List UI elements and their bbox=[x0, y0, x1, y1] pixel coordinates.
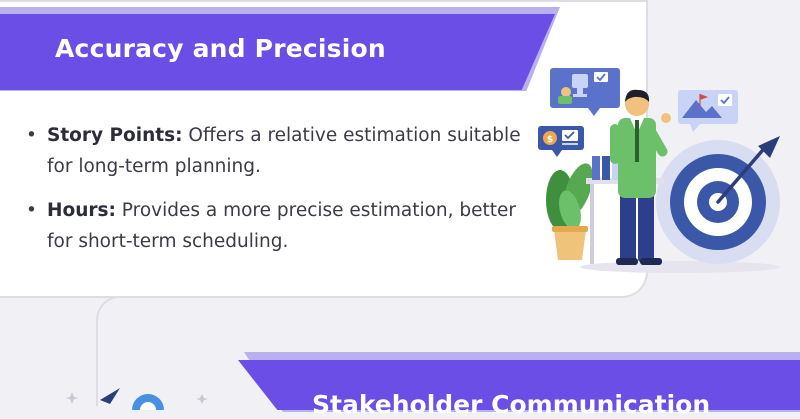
point-term: Story Points: bbox=[47, 125, 183, 146]
businessman-icon bbox=[610, 89, 671, 265]
sparkle-icon bbox=[65, 392, 79, 404]
point-text: Offers a relative estimation suitable fo… bbox=[47, 125, 521, 177]
trophy-chat-icon bbox=[550, 68, 620, 116]
target-arrow-icon bbox=[656, 136, 780, 264]
bullet: • bbox=[26, 200, 37, 221]
list-item: • Story Points: Offers a relative estima… bbox=[26, 120, 536, 182]
point-term: Hours: bbox=[47, 200, 116, 221]
number-badge-icon bbox=[132, 394, 164, 410]
money-chat-icon: $ bbox=[538, 126, 584, 157]
next-section-title: Stakeholder Communication bbox=[312, 390, 711, 419]
svg-text:$: $ bbox=[547, 135, 553, 145]
list-item: • Hours: Provides a more precise estimat… bbox=[26, 195, 536, 257]
paper-plane-icon bbox=[100, 388, 120, 404]
potted-plant-icon bbox=[546, 163, 593, 260]
section-banner bbox=[0, 14, 555, 90]
connector-line bbox=[96, 296, 216, 406]
section-title: Accuracy and Precision bbox=[55, 34, 386, 63]
sparkle-icon bbox=[196, 394, 208, 404]
point-text: Provides a more precise estimation, bett… bbox=[47, 200, 517, 252]
section-number-icon bbox=[65, 388, 208, 410]
illustration: $ bbox=[538, 68, 780, 273]
bullet: • bbox=[26, 125, 37, 146]
comparison-list: • Story Points: Offers a relative estima… bbox=[26, 120, 536, 270]
mountain-flag-chat-icon bbox=[678, 90, 738, 132]
